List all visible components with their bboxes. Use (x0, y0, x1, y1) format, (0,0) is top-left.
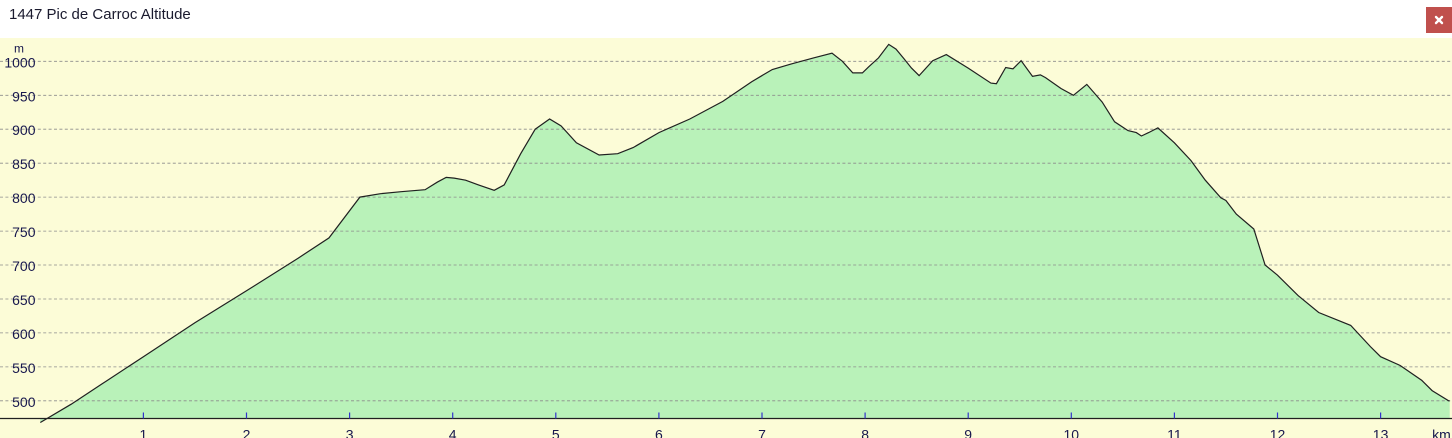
svg-text:500: 500 (12, 394, 36, 410)
svg-text:700: 700 (12, 258, 36, 274)
svg-text:850: 850 (12, 156, 36, 172)
svg-text:2: 2 (243, 427, 251, 438)
svg-text:600: 600 (12, 326, 36, 342)
svg-text:650: 650 (12, 292, 36, 308)
svg-text:1: 1 (140, 427, 148, 438)
svg-text:3: 3 (346, 427, 354, 438)
svg-text:4: 4 (449, 427, 457, 438)
svg-text:11: 11 (1167, 427, 1182, 438)
svg-text:10: 10 (1064, 427, 1080, 438)
svg-text:550: 550 (12, 360, 36, 376)
svg-text:5: 5 (552, 427, 560, 438)
svg-text:8: 8 (861, 427, 869, 438)
svg-text:9: 9 (964, 427, 972, 438)
svg-text:750: 750 (12, 224, 36, 240)
svg-text:950: 950 (12, 88, 36, 104)
svg-text:900: 900 (12, 122, 36, 138)
svg-text:7: 7 (758, 427, 766, 438)
svg-text:12: 12 (1270, 427, 1286, 438)
svg-text:1000: 1000 (4, 54, 35, 70)
svg-text:m: m (14, 41, 24, 55)
svg-text:13: 13 (1373, 427, 1389, 438)
svg-text:6: 6 (655, 427, 663, 438)
svg-text:km: km (1432, 427, 1451, 438)
svg-text:800: 800 (12, 190, 36, 206)
